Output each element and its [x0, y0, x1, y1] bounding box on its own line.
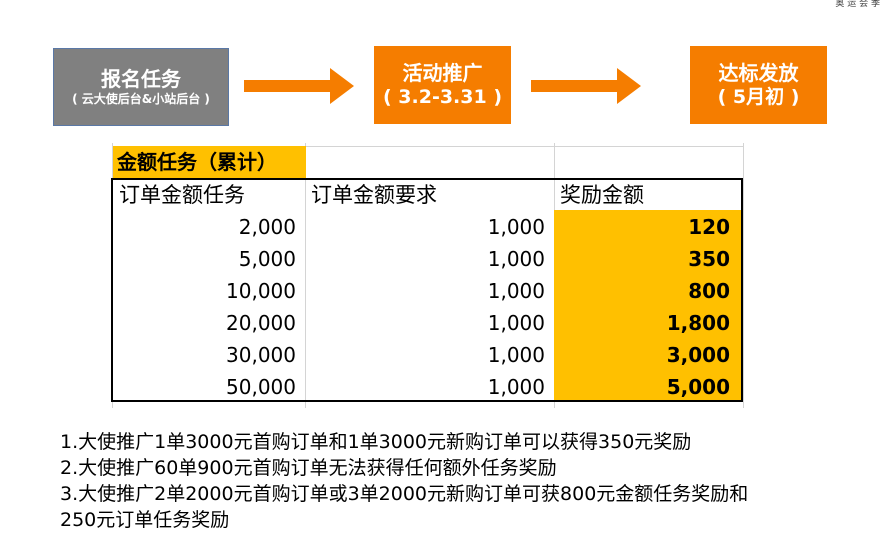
table-cell-task: 10,000: [226, 279, 296, 303]
note-line: 2.大使推广60单900元首购订单无法获得任何额外任务奖励: [60, 457, 557, 479]
table-cell-reward: 5,000: [666, 375, 730, 399]
table-cell-task: 20,000: [226, 311, 296, 335]
flow-step-payout-subtitle: ( 5月初 ): [717, 86, 800, 108]
flow-step-register-subtitle: ( 云大使后台&小站后台 ): [72, 92, 210, 106]
header-order-amount-requirement: 订单金额要求: [311, 183, 437, 207]
flow-step-payout: 达标发放 ( 5月初 ): [690, 46, 827, 124]
table-cell-reward: 3,000: [666, 343, 730, 367]
table-cell-reward: 1,800: [666, 311, 730, 335]
reward-table: [111, 178, 743, 402]
flow-step-promote-subtitle: ( 3.2-3.31 ): [382, 86, 503, 108]
flow-step-register: 报名任务 ( 云大使后台&小站后台 ): [53, 48, 229, 126]
reward-highlight: [554, 210, 741, 401]
table-cell-task: 50,000: [226, 375, 296, 399]
header-order-amount-task: 订单金额任务: [119, 183, 245, 207]
table-cell-requirement: 1,000: [487, 343, 545, 367]
table-cell-requirement: 1,000: [487, 311, 545, 335]
note-line: 250元订单任务奖励: [60, 509, 230, 531]
table-cell-requirement: 1,000: [487, 215, 545, 239]
table-cell-task: 2,000: [238, 215, 296, 239]
table-cell-requirement: 1,000: [487, 375, 545, 399]
flow-step-promote: 活动推广 ( 3.2-3.31 ): [374, 46, 511, 124]
table-title: 金额任务（累计）: [113, 146, 306, 178]
flow-step-register-title: 报名任务: [101, 67, 181, 91]
note-line: 1.大使推广1单3000元首购订单和1单3000元新购订单可以获得350元奖励: [60, 431, 692, 453]
flow-step-payout-title: 达标发放: [718, 61, 799, 85]
flow-step-promote-title: 活动推广: [402, 61, 483, 85]
header-reward-amount: 奖励金额: [560, 183, 644, 207]
flow-arrow-2: [531, 68, 641, 104]
corner-text: 奥 运 会 季: [835, 0, 880, 9]
table-cell-task: 30,000: [226, 343, 296, 367]
notes: 1.大使推广1单3000元首购订单和1单3000元新购订单可以获得350元奖励 …: [60, 429, 860, 533]
note-line: 3.大使推广2单2000元首购订单或3单2000元新购订单可获800元金额任务奖…: [60, 483, 749, 505]
table-cell-task: 5,000: [238, 247, 296, 271]
table-cell-reward: 350: [688, 247, 730, 271]
table-cell-requirement: 1,000: [487, 279, 545, 303]
table-cell-reward: 120: [688, 215, 730, 239]
table-cell-reward: 800: [688, 279, 730, 303]
table-cell-requirement: 1,000: [487, 247, 545, 271]
flow-arrow-1: [244, 68, 354, 104]
